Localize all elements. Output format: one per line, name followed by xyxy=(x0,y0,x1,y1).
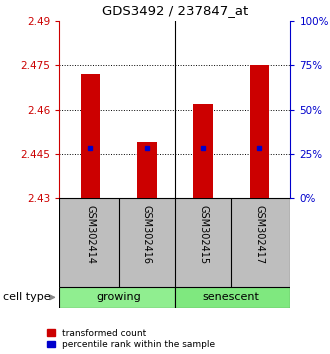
Bar xyxy=(193,104,213,198)
Text: growing: growing xyxy=(96,292,141,302)
Text: GSM302416: GSM302416 xyxy=(142,205,152,264)
Text: GSM302415: GSM302415 xyxy=(198,205,208,264)
Bar xyxy=(59,287,175,308)
Bar xyxy=(175,287,290,308)
Text: senescent: senescent xyxy=(203,292,260,302)
Text: cell type: cell type xyxy=(3,292,51,302)
Bar xyxy=(249,65,269,198)
Text: GSM302417: GSM302417 xyxy=(254,205,264,264)
Bar xyxy=(137,142,157,198)
Title: GDS3492 / 237847_at: GDS3492 / 237847_at xyxy=(102,4,248,17)
Text: GSM302414: GSM302414 xyxy=(85,205,95,264)
Bar xyxy=(81,74,100,198)
Legend: transformed count, percentile rank within the sample: transformed count, percentile rank withi… xyxy=(48,329,215,349)
